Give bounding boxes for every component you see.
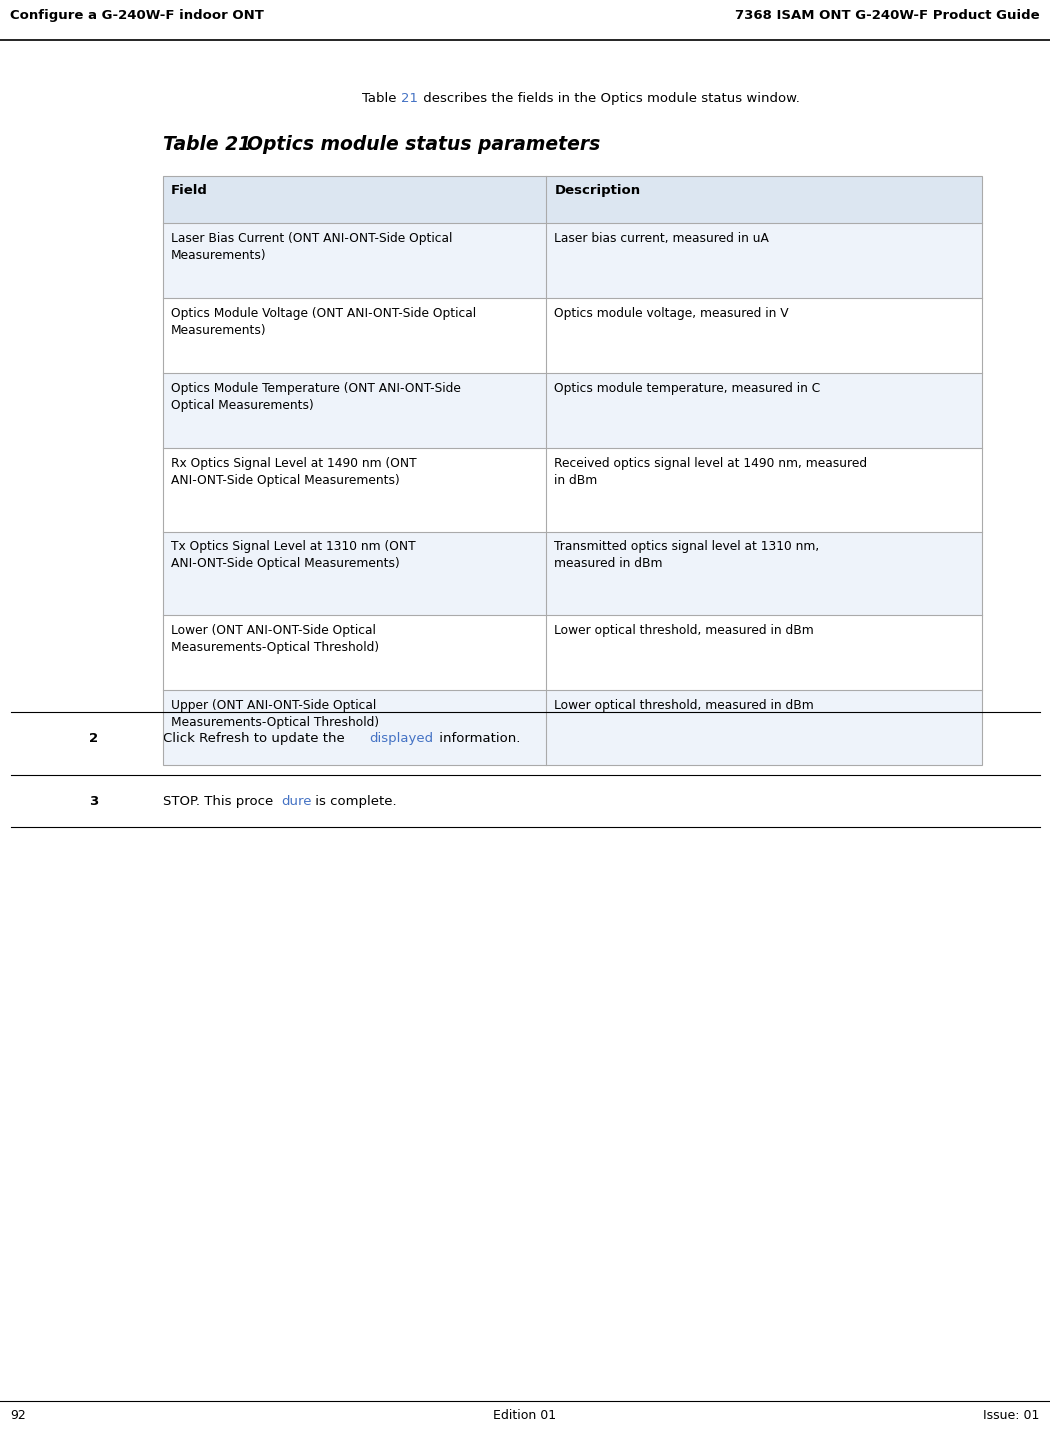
Text: Description: Description	[554, 184, 640, 197]
Text: Optics module temperature, measured in C: Optics module temperature, measured in C	[554, 382, 821, 395]
Text: Click Refresh to update the: Click Refresh to update the	[163, 732, 349, 745]
Bar	[163, 176, 982, 223]
Bar	[163, 532, 982, 615]
Text: Tx Optics Signal Level at 1310 nm (ONT
ANI-ONT-Side Optical Measurements): Tx Optics Signal Level at 1310 nm (ONT A…	[171, 540, 416, 571]
Text: STOP. This proce: STOP. This proce	[163, 795, 273, 808]
Text: Edition 01: Edition 01	[494, 1409, 556, 1422]
Text: describes the fields in the Optics module status window.: describes the fields in the Optics modul…	[419, 92, 800, 105]
Text: Laser bias current, measured in uA: Laser bias current, measured in uA	[554, 232, 770, 245]
Text: Lower (ONT ANI-ONT-Side Optical
Measurements-Optical Threshold): Lower (ONT ANI-ONT-Side Optical Measurem…	[171, 624, 379, 654]
Bar	[163, 615, 982, 690]
Text: Optics Module Temperature (ONT ANI-ONT-Side
Optical Measurements): Optics Module Temperature (ONT ANI-ONT-S…	[171, 382, 461, 412]
Text: Field: Field	[171, 184, 208, 197]
Text: is complete.: is complete.	[311, 795, 397, 808]
Text: Received optics signal level at 1490 nm, measured
in dBm: Received optics signal level at 1490 nm,…	[554, 457, 867, 487]
Bar	[163, 690, 982, 765]
Text: Table: Table	[362, 92, 401, 105]
Bar	[163, 373, 982, 448]
Text: Lower optical threshold, measured in dBm: Lower optical threshold, measured in dBm	[554, 624, 814, 637]
Bar	[163, 223, 982, 298]
Text: Optics Module Voltage (ONT ANI-ONT-Side Optical
Measurements): Optics Module Voltage (ONT ANI-ONT-Side …	[171, 307, 477, 337]
Text: 21: 21	[401, 92, 418, 105]
Text: Configure a G-240W-F indoor ONT: Configure a G-240W-F indoor ONT	[10, 9, 265, 22]
Text: Optics module status parameters: Optics module status parameters	[247, 135, 600, 154]
Text: Optics module voltage, measured in V: Optics module voltage, measured in V	[554, 307, 789, 320]
Text: Table 21: Table 21	[163, 135, 251, 154]
Text: Lower optical threshold, measured in dBm: Lower optical threshold, measured in dBm	[554, 699, 814, 712]
Text: Rx Optics Signal Level at 1490 nm (ONT
ANI-ONT-Side Optical Measurements): Rx Optics Signal Level at 1490 nm (ONT A…	[171, 457, 417, 487]
Text: DRAFT: DRAFT	[370, 581, 785, 687]
Bar	[163, 298, 982, 373]
Text: Laser Bias Current (ONT ANI-ONT-Side Optical
Measurements): Laser Bias Current (ONT ANI-ONT-Side Opt…	[171, 232, 453, 262]
Text: information.: information.	[435, 732, 520, 745]
Text: 2: 2	[89, 732, 99, 745]
Bar	[163, 448, 982, 532]
Text: dure: dure	[281, 795, 312, 808]
Text: displayed: displayed	[370, 732, 434, 745]
Text: 92: 92	[10, 1409, 26, 1422]
Bar	[163, 176, 982, 765]
Text: 7368 ISAM ONT G-240W-F Product Guide: 7368 ISAM ONT G-240W-F Product Guide	[735, 9, 1040, 22]
Text: Transmitted optics signal level at 1310 nm,
measured in dBm: Transmitted optics signal level at 1310 …	[554, 540, 820, 571]
Text: Upper (ONT ANI-ONT-Side Optical
Measurements-Optical Threshold): Upper (ONT ANI-ONT-Side Optical Measurem…	[171, 699, 379, 729]
Text: Issue: 01: Issue: 01	[983, 1409, 1040, 1422]
Text: 3: 3	[89, 795, 99, 808]
